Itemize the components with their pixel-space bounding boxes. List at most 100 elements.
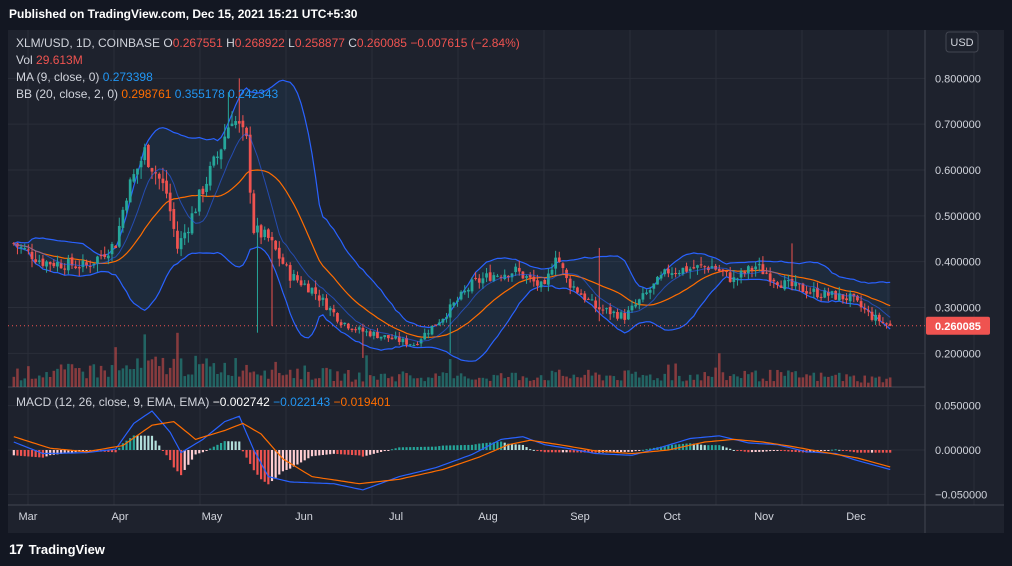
macd-hist-bar bbox=[743, 450, 746, 452]
candle-body bbox=[776, 282, 779, 285]
macd-hist-bar bbox=[438, 446, 441, 450]
candle-body bbox=[874, 314, 878, 321]
time-axis-label: Dec bbox=[846, 511, 866, 523]
macd-hist-bar bbox=[56, 450, 59, 455]
macd-line bbox=[13, 410, 891, 491]
candle-body bbox=[637, 299, 641, 305]
macd-hist-bar bbox=[230, 441, 234, 450]
volume-bar bbox=[514, 372, 517, 387]
volume-bar bbox=[467, 378, 470, 387]
volume-bar bbox=[678, 375, 681, 387]
macd-hist-bar bbox=[329, 450, 332, 455]
volume-bar bbox=[230, 375, 234, 387]
candle-body bbox=[205, 183, 208, 192]
macd-hist-bar bbox=[27, 450, 30, 457]
volume-bar bbox=[754, 370, 757, 387]
currency-button[interactable] bbox=[945, 31, 979, 53]
macd-hist-bar bbox=[565, 450, 568, 453]
macd-hist-bar bbox=[390, 449, 394, 451]
volume-bar bbox=[216, 373, 219, 387]
volume-bar bbox=[234, 358, 237, 387]
candle-body bbox=[176, 230, 179, 249]
macd-hist-bar bbox=[721, 446, 724, 450]
volume-bar bbox=[652, 380, 656, 387]
candle-body bbox=[361, 327, 365, 332]
volume-bar bbox=[125, 365, 128, 387]
macd-hist-bar bbox=[481, 443, 484, 450]
candle-body bbox=[659, 275, 663, 279]
candle-body bbox=[728, 272, 732, 282]
volume-bar bbox=[150, 359, 154, 387]
volume-bar bbox=[696, 374, 699, 387]
macd-hist-bar bbox=[332, 450, 335, 454]
volume-bar bbox=[732, 374, 736, 387]
volume-bar bbox=[179, 358, 183, 387]
candle-body bbox=[666, 268, 670, 274]
volume-bar bbox=[565, 376, 568, 387]
candle-body bbox=[256, 225, 259, 233]
legend-vol-label: Vol bbox=[16, 53, 36, 67]
candle-body bbox=[121, 209, 125, 228]
candle-body bbox=[881, 322, 885, 324]
volume-bar bbox=[474, 379, 477, 387]
price-axis-label: 0.200000 bbox=[935, 348, 981, 360]
volume-bar bbox=[587, 369, 590, 387]
volume-bar bbox=[168, 367, 172, 387]
macd-legend: MACD (12, 26, close, 9, EMA, EMA) −0.002… bbox=[16, 395, 391, 409]
volume-bar bbox=[394, 381, 397, 387]
candle-body bbox=[841, 294, 845, 300]
legend-bb-label: BB (20, close, 2, 0) bbox=[16, 87, 121, 101]
volume-bar bbox=[819, 372, 823, 387]
volume-bar bbox=[128, 369, 132, 387]
volume-bar bbox=[227, 375, 230, 387]
candle-body bbox=[386, 335, 390, 339]
candle-body bbox=[801, 283, 805, 292]
macd-hist-bar bbox=[689, 443, 692, 450]
macd-hist-bar bbox=[772, 450, 775, 451]
volume-bar bbox=[107, 376, 110, 387]
volume-bar bbox=[659, 380, 663, 387]
currency-button-label[interactable]: USD bbox=[950, 37, 973, 49]
candle-body bbox=[248, 134, 252, 193]
macd-hist-bar bbox=[198, 450, 201, 454]
volume-bar bbox=[259, 375, 263, 387]
candle-body bbox=[23, 248, 27, 250]
macd-hist-bar bbox=[194, 450, 197, 455]
candle-body bbox=[350, 328, 354, 330]
candle-body bbox=[259, 225, 263, 238]
macd-hist-bar bbox=[398, 447, 401, 450]
candle-body bbox=[114, 245, 118, 249]
macd-hist-bar bbox=[860, 450, 863, 453]
chart-panel[interactable]: 0.800000 0.700000 0.600000 0.500000 0.400000… bbox=[8, 30, 1004, 533]
volume-bar bbox=[888, 377, 892, 387]
volume-bar bbox=[463, 376, 466, 387]
volume-bar bbox=[772, 381, 776, 387]
candle-body bbox=[485, 273, 488, 278]
volume-bar bbox=[579, 377, 583, 387]
candle-body bbox=[641, 293, 645, 300]
macd-hist-bar bbox=[489, 442, 492, 450]
macd-hist-bar bbox=[827, 450, 830, 451]
volume-bar bbox=[536, 377, 539, 387]
chart-svg[interactable]: 0.800000 0.700000 0.600000 0.500000 0.400000… bbox=[8, 30, 1004, 533]
volume-bar bbox=[347, 370, 350, 387]
volume-bar bbox=[558, 369, 561, 387]
candle-body bbox=[288, 265, 292, 281]
candle-body bbox=[241, 120, 245, 128]
macd-hist-bar bbox=[81, 450, 84, 452]
time-axis-label: Nov bbox=[754, 511, 774, 523]
volume-bar bbox=[45, 372, 48, 387]
macd-hist-bar bbox=[707, 445, 710, 450]
macd-hist-bar bbox=[278, 450, 281, 475]
macd-hist-bar bbox=[49, 450, 52, 456]
macd-hist-bar bbox=[336, 450, 339, 455]
candle-body bbox=[797, 283, 801, 285]
volume-bar bbox=[30, 378, 34, 387]
macd-hist-bar bbox=[761, 450, 764, 452]
time-axis-label: May bbox=[202, 511, 223, 523]
macd-hist-bar bbox=[285, 450, 288, 470]
volume-bar bbox=[641, 374, 645, 387]
candle-body bbox=[426, 333, 430, 335]
macd-hist-bar bbox=[692, 443, 695, 450]
candle-body bbox=[594, 300, 598, 309]
